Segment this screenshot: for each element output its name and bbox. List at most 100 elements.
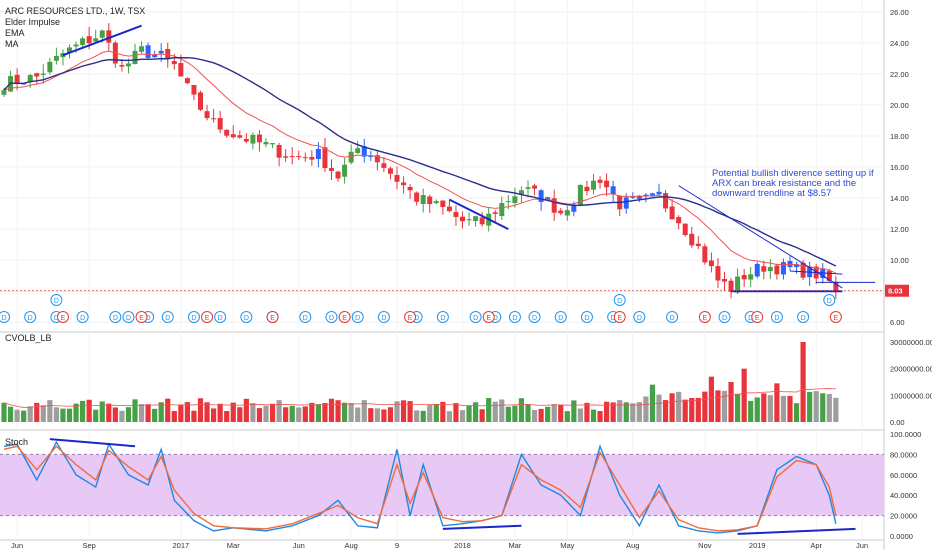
volume-bar [695, 397, 701, 422]
dividend-marker-letter: D [617, 298, 622, 305]
volume-bar [387, 407, 394, 422]
candle-body [610, 186, 616, 195]
volume-bar [400, 400, 407, 422]
volume-legend: CVOLB_LB [5, 333, 52, 344]
volume-bar [440, 401, 446, 422]
volume-bar [197, 398, 204, 422]
volume-bar [492, 401, 498, 422]
candle-body [780, 262, 786, 275]
volume-bar [171, 410, 177, 422]
dividend-marker-letter: D [146, 315, 151, 322]
volume-bar [525, 403, 531, 422]
stoch-title[interactable]: Stoch [5, 437, 29, 447]
legend-item[interactable]: Elder Impulse [5, 17, 61, 27]
candle-body [499, 203, 505, 217]
volume-bar [250, 403, 256, 422]
candle-body [551, 198, 557, 213]
volume-bar [649, 384, 656, 422]
dividend-marker-letter: D [774, 315, 779, 322]
last-price-badge [885, 284, 909, 297]
dividend-marker [436, 311, 449, 323]
dividend-marker-letter: D [126, 315, 131, 322]
candle-body [564, 210, 570, 216]
dividend-marker-letter: D [1, 315, 6, 322]
volume-bar [689, 397, 695, 422]
volume-bar [754, 397, 760, 422]
volume-bar [315, 404, 321, 422]
candle-body [368, 155, 374, 157]
dividend-marker-letter: D [54, 315, 59, 322]
volume-bar [558, 404, 564, 422]
y-tick-label: 12.00 [890, 225, 909, 234]
volume-bar [636, 402, 642, 422]
dividend-marker-letter: D [493, 315, 498, 322]
earnings-marker [482, 311, 495, 323]
volume-title[interactable]: CVOLB_LB [5, 333, 52, 343]
volume-bar [73, 403, 79, 422]
dividend-marker [240, 311, 253, 323]
x-tick-label: Aug [344, 541, 357, 550]
candle-body [283, 156, 289, 158]
y-tick-label: 26.00 [890, 8, 909, 17]
candle-body [695, 243, 701, 247]
volume-bar [459, 410, 466, 422]
candle-body [584, 186, 590, 192]
volume-bar [780, 395, 787, 422]
dividend-marker [469, 311, 482, 323]
dividend-marker-letter: D [165, 315, 170, 322]
volume-bar [106, 403, 112, 422]
volume-bar [119, 410, 125, 422]
volume-bar [486, 398, 492, 422]
ema-line [3, 50, 837, 274]
earnings-marker-letter: E [61, 315, 66, 322]
candle-body [748, 274, 754, 280]
annotation-note: Potential bullish diverence setting up i… [712, 168, 874, 199]
candle-body [446, 206, 452, 212]
volume-bar [721, 390, 728, 422]
candle-body [119, 65, 125, 67]
candle-body [73, 44, 79, 47]
volume-bar [328, 398, 335, 422]
candle-body [414, 192, 420, 202]
candle-body [211, 118, 217, 120]
volume-bar [774, 383, 780, 422]
dividend-marker [554, 311, 567, 323]
earnings-marker-letter: E [342, 315, 347, 322]
dividend-marker [109, 311, 122, 323]
volume-bar [355, 407, 361, 422]
trendline [442, 524, 522, 530]
candle-body [250, 134, 256, 144]
dividend-marker-letter: D [329, 315, 334, 322]
legend-item[interactable]: EMA [5, 28, 25, 38]
x-tick-label: 2017 [173, 541, 190, 550]
symbol-title[interactable]: ARC RESOURCES LTD., 1W, TSX [5, 6, 146, 16]
trendline [62, 24, 142, 57]
candle-body [833, 281, 839, 291]
dividend-marker [797, 311, 810, 323]
candle-body [676, 217, 682, 224]
dividend-marker-letter: D [28, 315, 33, 322]
candle-body [525, 187, 531, 189]
earnings-marker [135, 311, 148, 323]
candle-body [198, 92, 203, 110]
candle-body [178, 63, 184, 77]
candle-body [433, 201, 439, 204]
candle-body [270, 143, 276, 145]
volume-bar [590, 409, 597, 422]
candle-body [99, 30, 105, 38]
volume-bar [767, 395, 773, 422]
dividend-marker-letter: D [355, 315, 360, 322]
candle-body [1, 90, 7, 95]
volume-bar [269, 403, 276, 422]
dividend-marker-letter: D [414, 315, 419, 322]
candle-body [224, 129, 230, 136]
legend-item[interactable]: MA [5, 39, 19, 49]
earnings-marker [829, 311, 842, 323]
candle-body [34, 73, 40, 77]
candle-body [53, 55, 59, 61]
volume-bar [499, 399, 505, 422]
candle-body [794, 264, 800, 268]
candle-body [669, 206, 675, 220]
volume-bar [630, 403, 636, 422]
y-tick-label: 24.00 [890, 39, 909, 48]
